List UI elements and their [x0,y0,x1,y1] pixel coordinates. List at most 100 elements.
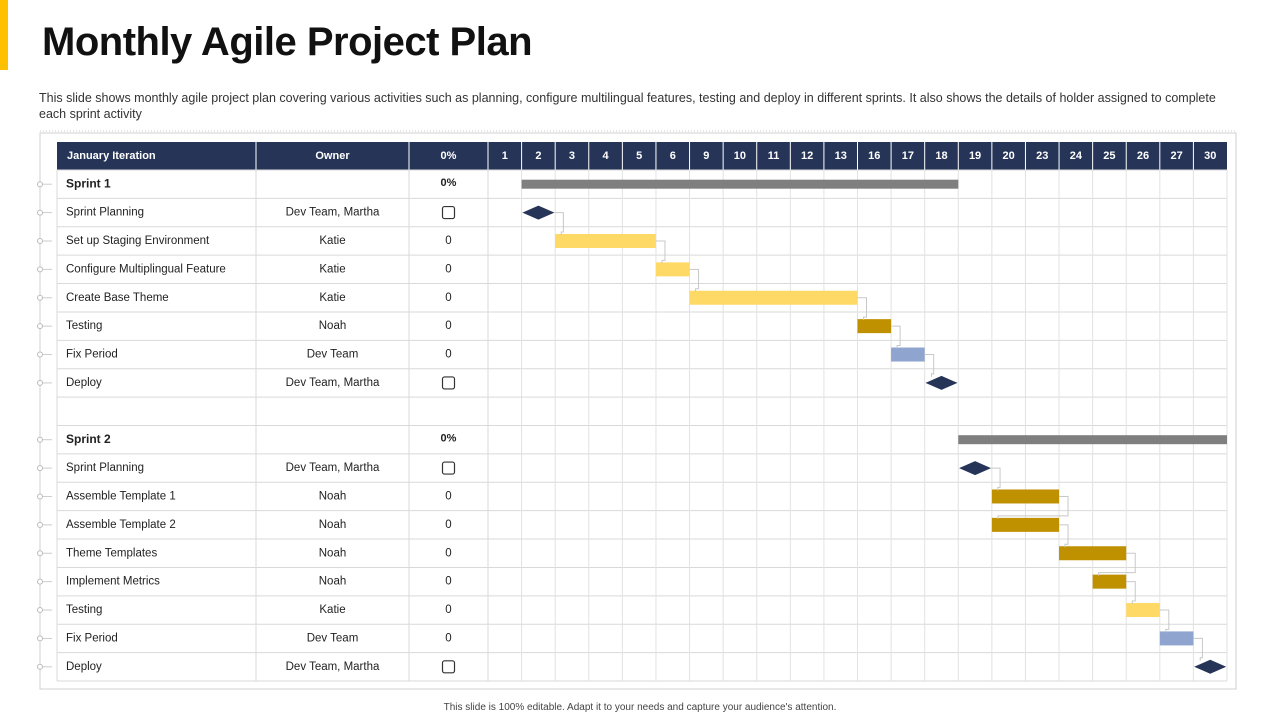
day-header: 20 [1003,150,1015,162]
owner: Noah [319,576,347,588]
task-bar [521,179,959,189]
connector [655,240,666,264]
day-header: 3 [569,150,575,162]
row-handle [37,493,43,500]
owner: Dev Team [307,349,359,361]
row-handle [37,635,43,642]
owner: Noah [319,491,347,503]
connector [924,354,935,377]
day-header: 2 [535,150,541,162]
task-name: Sprint Planning [66,207,144,219]
header-cell: Owner [315,150,350,162]
connector [1126,581,1136,605]
status: 0% [441,433,457,445]
owner: Katie [319,235,345,247]
checkbox [441,461,456,475]
day-header: 17 [902,150,914,162]
task-name: Configure Multiplingual Feature [66,263,226,275]
connector [689,268,700,292]
connector [1193,637,1203,661]
day-header: 5 [636,150,642,162]
title: Monthly Agile Project Plan [42,20,533,64]
task-name: Assemble Template 2 [66,519,176,531]
milestone [925,375,958,390]
day-header: 11 [768,150,780,162]
connector [1159,609,1170,633]
gantt-table: January Iteration Owner 0% 1 2 3 4 5 6 9 10 11 12 13 1… [37,130,1237,690]
task-name: Deploy [66,377,102,389]
connector [857,297,867,321]
row-handle [37,578,43,585]
task-name: Implement Metrics [66,576,160,588]
status: 0 [445,491,451,503]
status: 0 [445,349,451,361]
day-header: 23 [1036,150,1048,162]
day-header: 13 [835,150,847,162]
row-handle [37,465,43,472]
row-handle [37,436,43,443]
milestone [959,461,992,476]
owner: Dev Team, Martha [286,207,380,219]
checkbox [441,660,456,674]
owner: Noah [319,547,347,559]
task-name: Testing [66,604,102,616]
day-header: 19 [969,150,981,162]
owner: Dev Team, Martha [286,661,380,673]
owner: Dev Team, Martha [286,462,380,474]
day-header: 27 [1170,150,1182,162]
day-header: 10 [734,150,746,162]
day-header: 4 [603,150,610,162]
header-cell: 0% [441,150,457,162]
task-bar [655,262,690,277]
task-bar [991,517,1060,532]
footer: This slide is 100% editable. Adapt it to… [443,702,837,713]
row-handle [37,379,43,386]
day-header: 18 [935,150,947,162]
day-header: 16 [868,150,880,162]
task-name: Sprint Planning [66,462,144,474]
task-name: Fix Period [66,632,118,644]
owner: Dev Team, Martha [286,377,380,389]
row-handle [37,550,43,557]
row-handle [37,521,43,528]
checkbox [441,376,456,390]
status: 0 [445,632,451,644]
accent-bar [0,0,8,70]
row-handle [37,209,43,216]
connector [991,467,1001,491]
task-bar [1059,546,1127,561]
task-bar [1126,603,1160,618]
row-handle [37,663,43,670]
task-bar [1159,631,1194,646]
task-name: Set up Staging Environment [66,235,210,247]
owner: Katie [319,292,345,304]
day-header: 9 [703,150,709,162]
connector [1098,552,1136,576]
task-name: Assemble Template 1 [66,491,176,503]
task-name: Create Base Theme [66,292,169,304]
task-bar [891,347,925,362]
day-header: 24 [1070,150,1083,162]
task-name: Fix Period [66,349,118,361]
day-header: 26 [1137,150,1149,162]
owner: Dev Team [307,632,359,644]
status: 0% [441,177,457,189]
milestone [1194,659,1227,674]
owner: Noah [319,320,347,332]
status: 0 [445,519,451,531]
connector [1059,524,1069,548]
checkbox [441,205,456,220]
row-handle [37,181,43,188]
row-handle [37,607,43,614]
status: 0 [445,604,451,616]
row-handle [37,294,43,301]
task-bar [991,489,1060,504]
row-handle [37,266,43,273]
status: 0 [445,292,451,304]
task-bar [689,290,858,305]
day-header: 6 [670,150,676,162]
task-bar [857,319,892,334]
task-name: Sprint 1 [66,176,111,190]
day-header: 1 [502,150,508,162]
